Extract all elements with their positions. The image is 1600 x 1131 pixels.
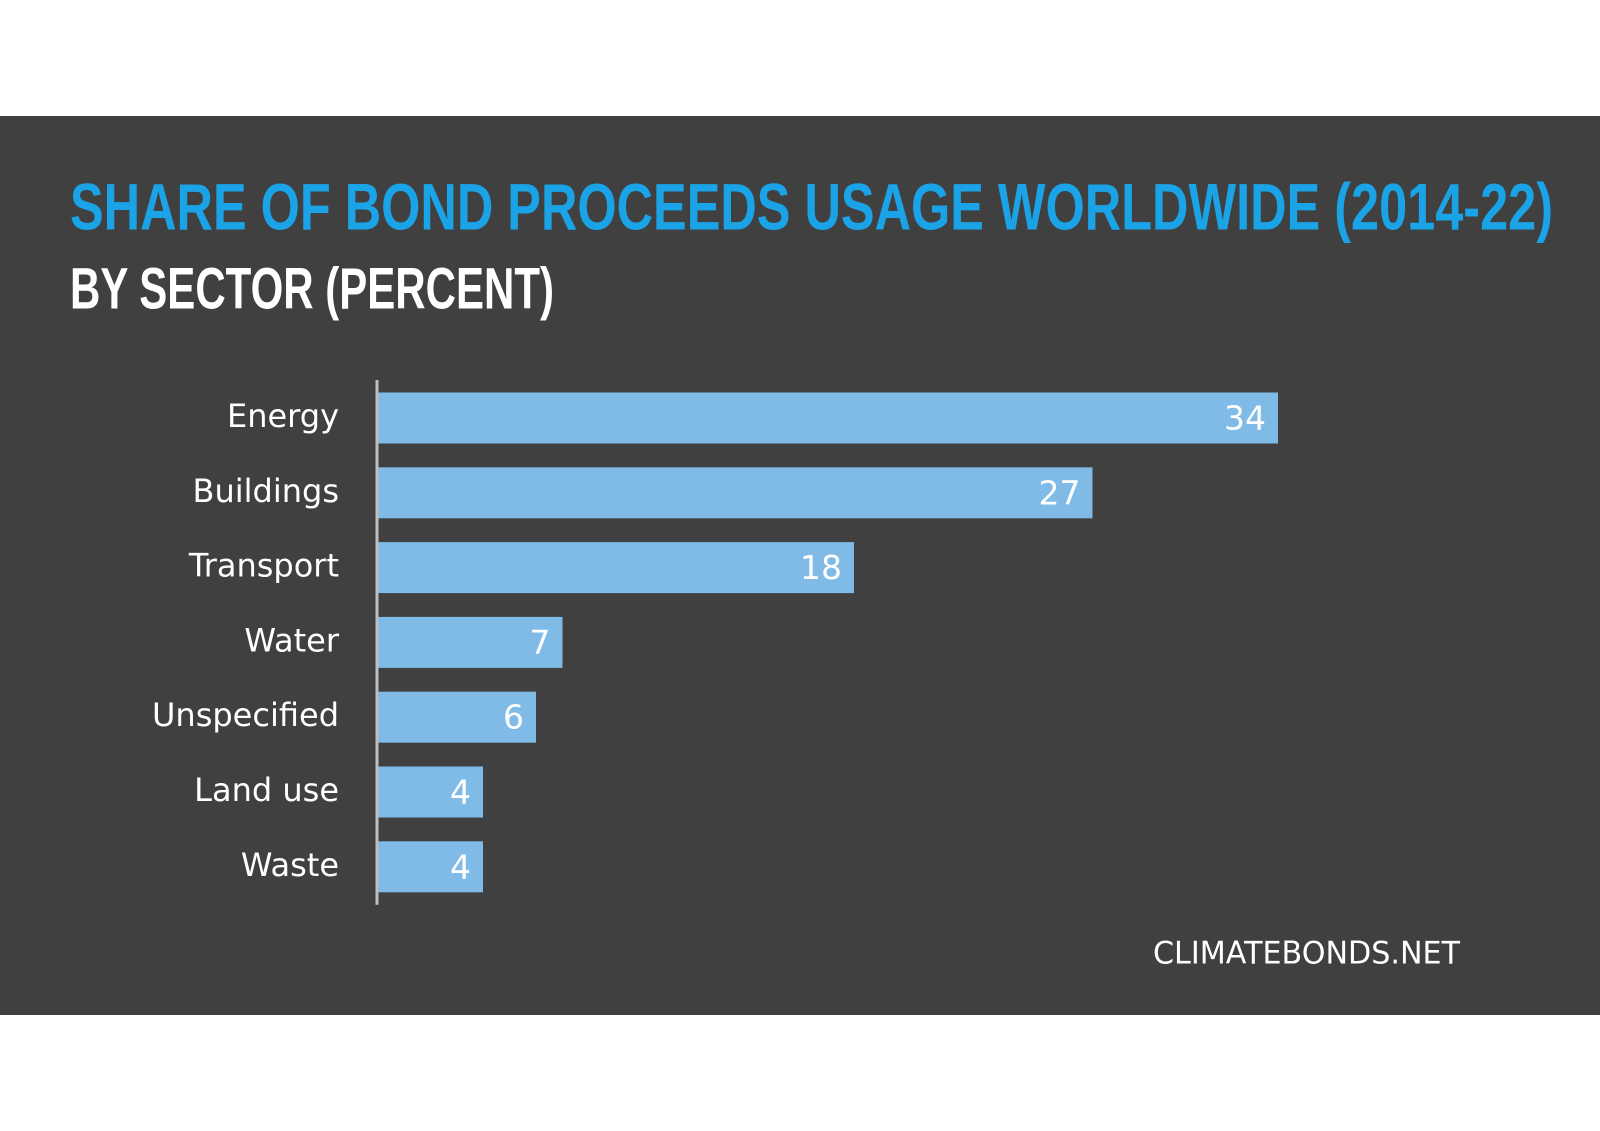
value-label: 7 bbox=[530, 623, 551, 662]
category-label: Unspecified bbox=[152, 696, 339, 734]
chart-subtitle: BY SECTOR (PERCENT) bbox=[70, 256, 554, 321]
source: CLIMATEBONDS.NET bbox=[1153, 936, 1461, 972]
chart-title: SHARE OF BOND PROCEEDS USAGE WORLDWIDE (… bbox=[70, 169, 1553, 243]
value-label: 18 bbox=[800, 548, 842, 587]
value-label: 34 bbox=[1224, 399, 1266, 438]
category-label: Buildings bbox=[193, 472, 339, 510]
category-label: Energy bbox=[227, 397, 339, 435]
category-label: Transport bbox=[188, 547, 339, 585]
value-label: 4 bbox=[450, 847, 471, 886]
value-label: 6 bbox=[503, 698, 524, 737]
bar bbox=[377, 691, 536, 743]
bar bbox=[377, 392, 1278, 444]
category-label: Land use bbox=[194, 771, 339, 809]
bar bbox=[377, 841, 483, 893]
category-label: Water bbox=[244, 621, 339, 659]
value-label: 4 bbox=[450, 773, 471, 812]
bar bbox=[377, 616, 563, 668]
bar bbox=[377, 467, 1093, 519]
value-label: 27 bbox=[1039, 473, 1081, 512]
bar bbox=[377, 542, 854, 594]
category-label: Waste bbox=[241, 846, 339, 884]
bar bbox=[377, 766, 483, 818]
